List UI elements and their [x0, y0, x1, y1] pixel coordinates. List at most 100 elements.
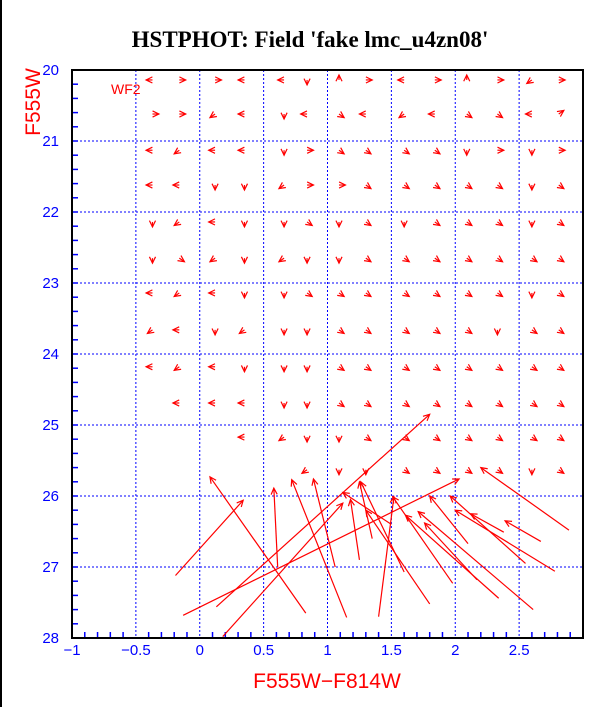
vector-head [402, 147, 411, 155]
small-vector [495, 363, 504, 372]
vector-shaft [222, 502, 344, 637]
vector-head [530, 255, 539, 263]
vector-head [556, 182, 565, 190]
small-vector [280, 148, 288, 157]
vector-head [211, 328, 219, 337]
small-vector [402, 363, 411, 372]
vector-head [432, 400, 442, 408]
vector-head [479, 466, 488, 475]
small-vector [337, 147, 346, 155]
vector-head [146, 327, 155, 335]
vector-head [363, 434, 373, 442]
small-vector [464, 363, 473, 372]
small-vector [306, 181, 315, 189]
vector-shaft [175, 499, 244, 576]
small-vector [402, 400, 411, 408]
small-vector [300, 466, 309, 475]
long-vector [365, 509, 431, 605]
panel-label: WF2 [111, 81, 141, 97]
small-vector [525, 77, 534, 85]
x-axis-label: F555W−F814W [253, 670, 401, 693]
small-vector [363, 255, 373, 263]
vector-head [311, 477, 319, 486]
vector-head [495, 219, 504, 227]
vector-head [277, 182, 286, 190]
x-tick-label: 1 [323, 642, 331, 659]
small-vector [365, 76, 374, 84]
vector-head [454, 509, 463, 517]
vector-head [303, 435, 311, 444]
vector-head [236, 146, 245, 154]
x-tick-label: 0 [196, 642, 204, 659]
small-vector [432, 219, 442, 227]
small-vector [493, 328, 501, 337]
vectors [144, 73, 570, 637]
vector-head [173, 147, 182, 155]
vector-shaft [378, 496, 395, 617]
small-vector [148, 220, 157, 229]
small-vector [402, 327, 411, 335]
vector-head [495, 290, 504, 298]
small-vector [144, 289, 153, 297]
small-vector [432, 327, 442, 335]
vector-head [363, 255, 373, 263]
vector-head [558, 146, 567, 154]
vector-head [432, 147, 442, 155]
vector-head [306, 181, 315, 189]
small-vector [363, 434, 373, 442]
small-vector [173, 363, 182, 372]
y-tick-label: 22 [42, 204, 59, 221]
vector-head [428, 494, 437, 503]
vector-head [464, 182, 473, 190]
x-tick-label: 0.5 [253, 642, 274, 659]
vector-head [280, 365, 288, 374]
long-vector [469, 513, 505, 533]
small-vector [530, 400, 539, 408]
vector-head [463, 73, 471, 82]
small-vector [402, 290, 411, 298]
small-vector [464, 466, 473, 475]
y-axis-label: F555W [22, 68, 45, 136]
small-vector [363, 327, 373, 335]
vector-head [347, 498, 355, 507]
small-vector [207, 363, 216, 371]
vector-head [402, 400, 411, 408]
vector-head [422, 413, 431, 422]
vector-head [363, 290, 373, 298]
small-vector [432, 147, 442, 155]
small-vector [337, 290, 346, 298]
small-vector [495, 400, 504, 408]
vector-head [497, 76, 506, 84]
small-vector [240, 183, 249, 192]
vector-head [556, 327, 565, 335]
small-vector [280, 112, 288, 121]
vector-head [427, 110, 435, 118]
vector-head [335, 256, 343, 265]
vector-head [397, 111, 407, 119]
vector-head [290, 478, 298, 487]
small-vector [528, 220, 536, 229]
small-vector [144, 76, 153, 84]
vector-head [303, 328, 311, 337]
vector-head [236, 433, 245, 441]
vector-head [556, 466, 565, 475]
small-vector [208, 255, 217, 263]
small-vector [464, 327, 473, 335]
vector-head [337, 147, 346, 155]
vector-head [337, 327, 346, 335]
small-vector [277, 434, 286, 442]
long-vector [454, 509, 556, 572]
vector-head [280, 328, 288, 337]
small-vector [303, 328, 311, 337]
vector-head [432, 255, 442, 263]
vector-head [365, 76, 374, 84]
small-vector [464, 182, 473, 190]
vector-head [495, 434, 504, 442]
vector-head [423, 521, 432, 530]
vector-shaft [405, 514, 500, 599]
long-vector [209, 475, 307, 614]
vector-head [528, 291, 536, 300]
small-vector [305, 290, 314, 298]
vector-head [463, 148, 471, 157]
small-vector [495, 182, 504, 190]
